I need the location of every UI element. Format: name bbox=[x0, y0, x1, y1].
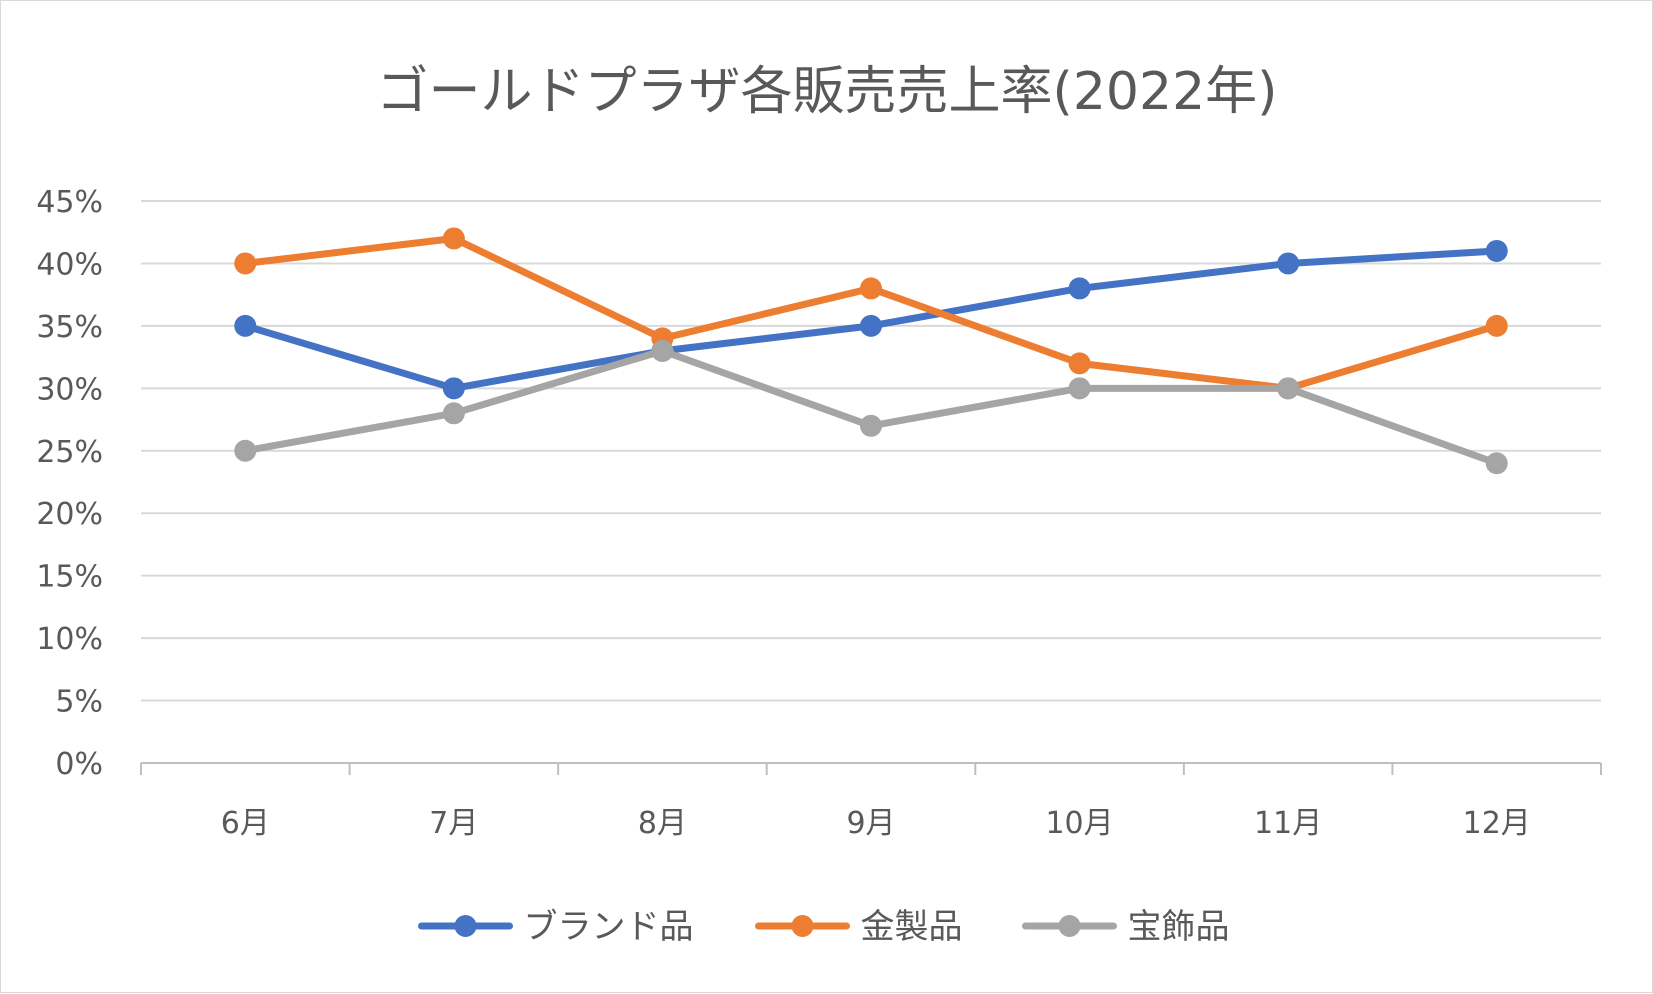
x-tick-label: 11月 bbox=[1254, 806, 1322, 841]
y-tick-label: 15% bbox=[36, 560, 103, 595]
data-point bbox=[1068, 352, 1091, 375]
data-point bbox=[234, 439, 257, 462]
legend-label: 宝飾品 bbox=[1128, 907, 1230, 947]
legend-swatch-marker bbox=[1058, 915, 1081, 937]
y-tick-label: 45% bbox=[36, 185, 103, 220]
legend-label: ブランド品 bbox=[524, 907, 694, 947]
legend-item: 宝飾品 bbox=[1022, 907, 1230, 947]
data-point bbox=[1277, 377, 1300, 400]
x-tick-label: 9月 bbox=[846, 806, 895, 841]
series-layer bbox=[234, 227, 1508, 475]
data-point bbox=[1277, 252, 1300, 275]
x-tick-label: 6月 bbox=[221, 806, 270, 841]
data-point bbox=[442, 402, 465, 425]
data-point bbox=[1068, 377, 1091, 400]
y-tick-label: 10% bbox=[36, 622, 103, 657]
x-axis: 6月 7月 8月 9月 10月 11月 12月 bbox=[140, 762, 1602, 841]
x-tick-label: 8月 bbox=[638, 806, 687, 841]
chart-title: ゴールドプラザ各販売売上率(2022年) bbox=[377, 62, 1278, 122]
data-point bbox=[1485, 314, 1508, 337]
y-tick-label: 35% bbox=[36, 310, 103, 345]
y-axis: 0% 5% 10% 15% 20% 25% 30% 35% 40% 45% bbox=[36, 185, 103, 782]
legend-swatch-marker bbox=[454, 915, 477, 937]
data-point bbox=[442, 227, 465, 250]
data-point bbox=[234, 314, 257, 337]
x-tick-label: 7月 bbox=[429, 806, 478, 841]
data-point bbox=[1485, 239, 1508, 262]
x-tick-label: 10月 bbox=[1045, 806, 1113, 841]
y-tick-label: 20% bbox=[36, 497, 103, 532]
series-2 bbox=[234, 227, 1508, 400]
data-point bbox=[1068, 277, 1091, 300]
legend-label: 金製品 bbox=[861, 907, 963, 947]
data-point bbox=[651, 339, 674, 362]
data-point bbox=[1485, 452, 1508, 475]
legend-item: 金製品 bbox=[755, 907, 963, 947]
data-point bbox=[860, 314, 882, 337]
data-point bbox=[442, 377, 465, 400]
data-point bbox=[860, 414, 882, 437]
data-point bbox=[860, 277, 882, 300]
y-tick-label: 30% bbox=[36, 372, 103, 407]
legend-item: ブランド品 bbox=[418, 907, 694, 947]
legend: ブランド品 金製品 宝飾品 bbox=[418, 907, 1230, 947]
y-tick-label: 5% bbox=[55, 685, 103, 720]
series-line bbox=[241, 347, 1501, 467]
data-point bbox=[234, 252, 257, 275]
x-tick-label: 12月 bbox=[1463, 806, 1531, 841]
gridlines bbox=[141, 200, 1601, 702]
legend-swatch-marker bbox=[791, 915, 814, 937]
series-3 bbox=[234, 339, 1508, 475]
y-tick-label: 0% bbox=[55, 747, 103, 782]
y-tick-label: 25% bbox=[36, 435, 103, 470]
y-tick-label: 40% bbox=[36, 247, 103, 282]
